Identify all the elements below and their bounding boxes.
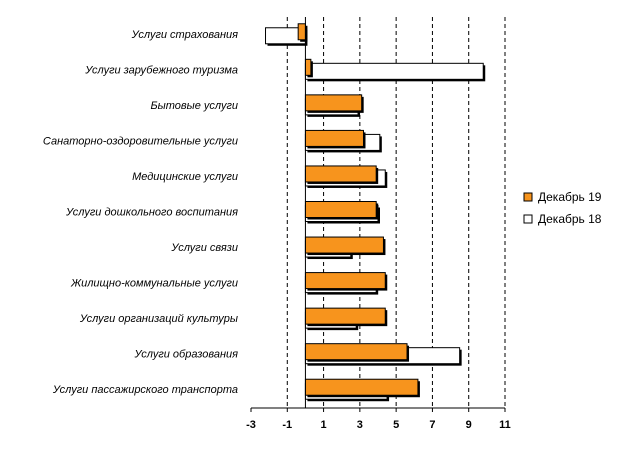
category-label-6: Услуги связи	[170, 242, 238, 254]
x-tick-label--3: -3	[246, 419, 256, 431]
bar-dec19-4	[304, 165, 377, 183]
category-label-3: Санаторно-оздоровительные услуги	[43, 135, 238, 147]
x-tick-label-11: 11	[499, 419, 511, 431]
bar-dec19-8	[304, 307, 386, 325]
tick-labels: -3 -1 1 3 5 7 9 11	[246, 419, 511, 431]
bar-dec19-5	[304, 201, 377, 218]
x-tick-label-9: 9	[466, 419, 472, 431]
category-label-7: Жилищно-коммунальные услуги	[70, 278, 238, 290]
x-tick-label--1: -1	[282, 419, 292, 431]
category-label-4: Медицинские услуги	[132, 171, 238, 183]
x-tick-label-5: 5	[393, 419, 399, 431]
bar-dec19-6	[304, 236, 384, 254]
category-label-5: Услуги дошкольного воспитания	[65, 207, 238, 219]
legend-swatch-dec18	[523, 214, 533, 224]
x-tick-label-1: 1	[321, 419, 327, 431]
legend-swatch-dec19	[523, 192, 533, 202]
legend-label-dec19: Декабрь 19	[538, 190, 602, 204]
bar-dec19-0	[297, 23, 306, 41]
legend: Декабрь 19 Декабрь 18	[523, 190, 602, 226]
axis-layer	[250, 17, 506, 412]
bar-dec19-7	[304, 272, 386, 290]
category-labels: Услуги страхования Услуги зарубежного тур…	[43, 29, 238, 396]
category-label-0: Услуги страхования	[131, 29, 239, 41]
x-tick-label-3: 3	[357, 419, 363, 431]
category-label-1: Услуги зарубежного туризма	[84, 64, 238, 76]
category-label-10: Услуги пассажирского транспорта	[52, 384, 238, 396]
category-label-8: Услуги организаций культуры	[79, 313, 238, 325]
category-label-2: Бытовые услуги	[150, 100, 238, 112]
bar-dec18-1	[304, 62, 484, 80]
x-tick-label-7: 7	[429, 419, 435, 431]
legend-label-dec18: Декабрь 18	[538, 212, 602, 226]
bar-dec19-10	[304, 378, 419, 396]
bars-layer	[265, 23, 486, 402]
grid-layer	[286, 17, 506, 408]
bar-dec19-2	[304, 94, 363, 112]
bar-dec19-9	[304, 343, 408, 361]
category-label-9: Услуги образования	[133, 349, 238, 361]
bar-dec19-3	[304, 129, 364, 147]
bar-dec19-1	[304, 58, 312, 76]
